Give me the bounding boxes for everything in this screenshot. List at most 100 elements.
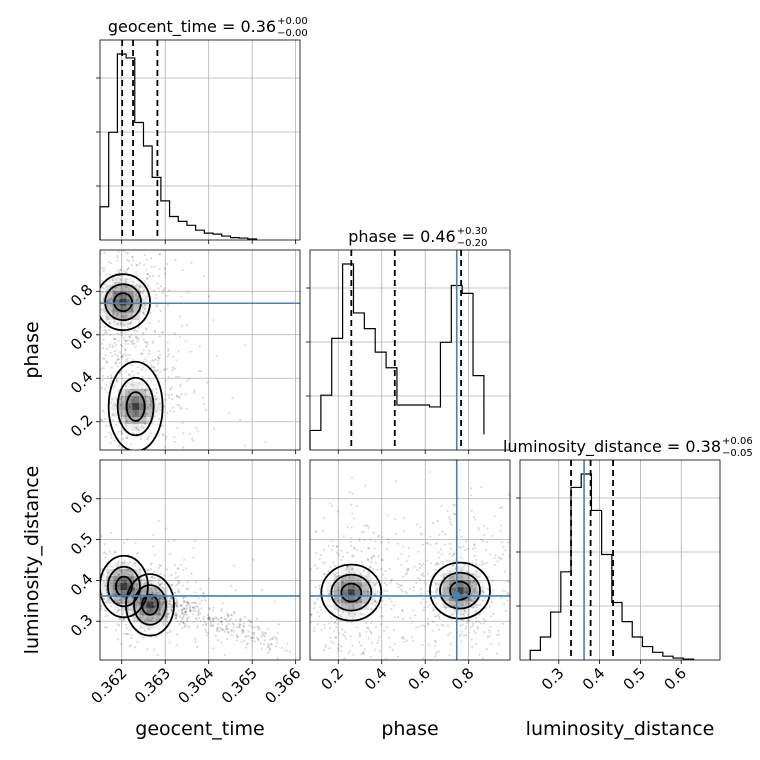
scatter-point <box>493 556 496 560</box>
density-cell <box>354 575 362 583</box>
density-cell <box>456 580 464 588</box>
scatter-point <box>368 579 371 582</box>
scatter-point <box>179 385 182 388</box>
density-cell <box>126 319 134 327</box>
density-cell <box>333 589 341 597</box>
density-cell <box>113 604 121 612</box>
scatter-point <box>192 609 195 613</box>
scatter-point <box>130 608 133 612</box>
scatter-point <box>296 601 298 603</box>
scatter-point <box>390 578 393 581</box>
scatter-point <box>335 545 338 549</box>
panel-frame <box>99 459 301 661</box>
scatter-point <box>365 524 368 528</box>
scatter-point <box>374 604 377 607</box>
y-tick-label-luminosity_distance: 0.3 <box>67 611 97 641</box>
scatter-point <box>119 404 122 407</box>
scatter-point <box>155 391 158 394</box>
scatter-point <box>280 577 282 579</box>
scatter-point <box>45 275 47 277</box>
scatter-point <box>372 568 375 571</box>
scatter-point <box>452 604 455 608</box>
scatter-point <box>102 297 105 300</box>
scatter-point <box>135 584 139 588</box>
scatter-point <box>174 613 177 617</box>
scatter-point <box>364 583 367 586</box>
scatter-point <box>117 430 120 433</box>
scatter-point <box>183 611 186 614</box>
scatter-point <box>116 276 120 279</box>
scatter-point <box>384 570 387 573</box>
scatter-point <box>366 626 370 630</box>
scatter-point <box>399 666 401 668</box>
scatter-point <box>141 291 145 294</box>
scatter-point <box>182 599 185 603</box>
scatter-point <box>343 684 345 686</box>
scatter-point <box>124 286 127 289</box>
scatter-point <box>127 373 130 377</box>
scatter-point <box>155 388 158 391</box>
scatter-point <box>103 417 107 421</box>
density-cell <box>326 589 334 597</box>
scatter-point <box>370 642 373 645</box>
scatter-point <box>115 423 118 426</box>
scatter-point <box>117 573 120 577</box>
density-cell <box>139 424 147 432</box>
scatter-point <box>39 316 41 318</box>
scatter-point <box>116 174 118 176</box>
scatter-point <box>367 558 370 562</box>
scatter-point <box>92 412 94 414</box>
scatter-point <box>110 531 113 535</box>
scatter-point <box>116 611 119 614</box>
scatter-point <box>80 476 82 478</box>
density-cell <box>106 597 114 605</box>
scatter-point <box>355 504 358 508</box>
scatter-point <box>171 583 174 586</box>
scatter-point <box>227 615 230 618</box>
scatter-point <box>115 379 118 382</box>
scatter-point <box>126 252 129 255</box>
scatter-point <box>243 639 246 642</box>
scatter-point <box>166 304 170 307</box>
scatter-point <box>178 581 181 584</box>
scatter-point <box>267 623 269 625</box>
scatter-point <box>102 338 105 341</box>
scatter-point <box>345 579 348 582</box>
scatter-point <box>105 383 108 387</box>
scatter-point <box>174 576 177 579</box>
scatter-point <box>97 243 99 245</box>
panel-content <box>267 460 510 686</box>
density-cell <box>118 403 126 411</box>
scatter-point <box>96 635 98 637</box>
scatter-point <box>119 321 122 325</box>
scatter-point <box>158 613 161 616</box>
scatter-point <box>383 629 386 633</box>
scatter-point <box>110 304 113 307</box>
scatter-point <box>196 626 199 629</box>
scatter-point <box>128 260 131 263</box>
scatter-point <box>448 601 451 604</box>
scatter-point <box>152 340 155 343</box>
scatter-point <box>185 567 188 570</box>
scatter-point <box>305 632 307 634</box>
scatter-point <box>213 617 216 620</box>
scatter-point <box>214 616 217 619</box>
scatter-point <box>146 647 149 650</box>
scatter-point <box>446 580 449 583</box>
scatter-point <box>158 248 160 250</box>
scatter-point <box>110 469 112 471</box>
scatter-point <box>138 382 141 385</box>
contour-level-1 <box>116 376 155 437</box>
scatter-point <box>106 300 109 303</box>
scatter-point <box>168 394 171 397</box>
scatter-point <box>187 602 190 605</box>
scatter-point <box>198 370 201 373</box>
scatter-point <box>339 619 342 622</box>
scatter-point <box>499 529 502 532</box>
scatter-point <box>320 628 323 631</box>
scatter-point <box>127 390 130 393</box>
scatter-point <box>463 609 466 612</box>
scatter-point <box>119 351 122 354</box>
scatter-point <box>184 610 187 613</box>
scatter-point <box>337 649 340 652</box>
